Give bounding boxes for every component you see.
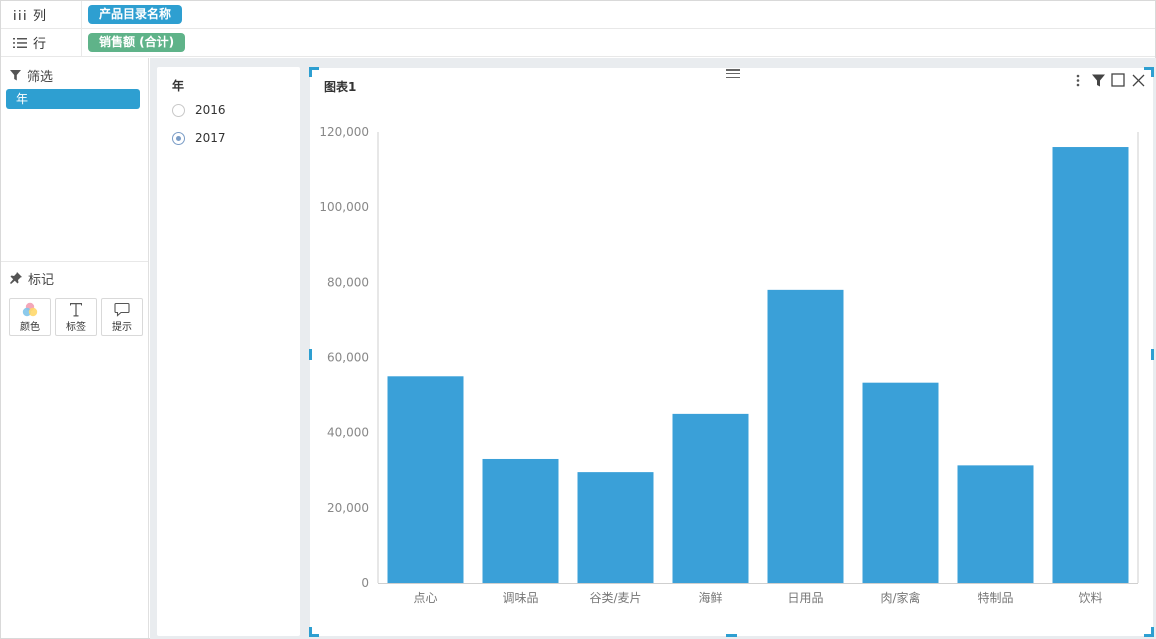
bar — [862, 382, 939, 583]
close-icon[interactable] — [1131, 73, 1145, 87]
columns-shelf: 列 产品目录名称 — [1, 1, 1155, 29]
resize-corner-top-right[interactable] — [1144, 67, 1154, 77]
resize-edge-right[interactable] — [1151, 349, 1154, 360]
chart-card[interactable]: 图表1 0 20,000 40,000 60,000 80,000 100,000 120,… — [309, 67, 1154, 637]
filter-section-label: 筛选 — [27, 69, 54, 85]
year-option-2016-label: 2016 — [195, 103, 226, 117]
chart-toolbar — [1071, 73, 1145, 87]
rows-icon — [13, 37, 27, 48]
bar — [767, 289, 844, 583]
rows-shelf-label: 行 — [33, 37, 47, 52]
filter-section-title: 筛选 — [1, 64, 53, 86]
bar — [1052, 147, 1129, 583]
bar — [577, 472, 654, 583]
bar-chart: 0 20,000 40,000 60,000 80,000 100,000 120,000 点… — [319, 125, 1139, 605]
resize-corner-bottom-right[interactable] — [1144, 627, 1154, 637]
color-mark-button[interactable]: 颜色 — [9, 298, 51, 336]
rows-shelf-header: 行 — [1, 29, 82, 56]
pin-icon — [10, 272, 22, 284]
x-tick-label: 肉/家禽 — [880, 590, 920, 605]
columns-icon — [14, 9, 26, 20]
y-tick-label: 20,000 — [327, 501, 369, 515]
drag-handle-icon[interactable] — [726, 69, 740, 78]
bar — [672, 413, 749, 583]
left-panel: 筛选 年 标记 颜色 标签 — [1, 58, 149, 638]
year-option-2017[interactable]: 2017 — [172, 131, 226, 145]
text-icon — [70, 302, 82, 316]
label-mark-label: 标签 — [66, 321, 86, 333]
marks-section-title: 标记 — [1, 267, 54, 289]
maximize-icon[interactable] — [1111, 73, 1125, 87]
mark-buttons: 颜色 标签 提示 — [9, 298, 143, 336]
year-filter-card: 年 2016 2017 — [157, 67, 300, 636]
marks-section-label: 标记 — [28, 272, 55, 288]
resize-corner-top-left[interactable] — [309, 67, 319, 77]
chart-title: 图表1 — [324, 80, 357, 94]
x-tick-label: 饮料 — [1078, 591, 1102, 605]
y-tick-label: 120,000 — [319, 125, 369, 139]
resize-edge-left[interactable] — [309, 349, 312, 360]
y-tick-label: 60,000 — [327, 351, 369, 365]
y-tick-label: 80,000 — [327, 275, 369, 289]
resize-corner-bottom-left[interactable] — [309, 627, 319, 637]
year-option-2017-label: 2017 — [195, 131, 226, 145]
y-tick-label: 0 — [361, 576, 369, 590]
filter-field-pill[interactable]: 年 — [6, 89, 140, 109]
color-mark-label: 颜色 — [20, 321, 40, 333]
x-tick-label: 点心 — [413, 591, 437, 605]
y-tick-label: 100,000 — [319, 200, 369, 214]
chart-filter-icon[interactable] — [1091, 73, 1105, 87]
rows-shelf: 行 销售额 (合计) — [1, 29, 1155, 57]
x-tick-label: 调味品 — [502, 591, 538, 605]
x-tick-label: 谷类/麦片 — [589, 591, 641, 605]
color-icon — [22, 302, 38, 316]
column-field-pill[interactable]: 产品目录名称 — [88, 5, 183, 24]
radio-2016[interactable] — [172, 103, 185, 117]
x-tick-label: 日用品 — [787, 591, 823, 605]
year-option-2016[interactable]: 2016 — [172, 103, 226, 117]
label-mark-button[interactable]: 标签 — [55, 298, 97, 336]
tooltip-icon — [114, 302, 130, 317]
y-tick-label: 40,000 — [327, 426, 369, 440]
x-tick-label: 特制品 — [977, 590, 1013, 605]
tooltip-mark-button[interactable]: 提示 — [101, 298, 143, 336]
tooltip-mark-label: 提示 — [112, 321, 132, 333]
bar — [482, 458, 559, 583]
radio-2017[interactable] — [172, 131, 185, 145]
resize-edge-bottom[interactable] — [726, 634, 737, 637]
columns-shelf-header: 列 — [1, 1, 82, 28]
bar — [957, 465, 1034, 583]
year-filter-title: 年 — [172, 79, 185, 93]
panel-divider — [1, 261, 148, 262]
columns-shelf-label: 列 — [33, 9, 47, 24]
more-options-icon[interactable] — [1071, 73, 1085, 87]
x-tick-label: 海鲜 — [698, 590, 722, 605]
filter-icon — [10, 69, 21, 80]
dashboard-workspace: 年 2016 2017 图表1 — [150, 58, 1156, 639]
bar — [387, 376, 464, 583]
row-field-pill[interactable]: 销售额 (合计) — [88, 33, 186, 52]
